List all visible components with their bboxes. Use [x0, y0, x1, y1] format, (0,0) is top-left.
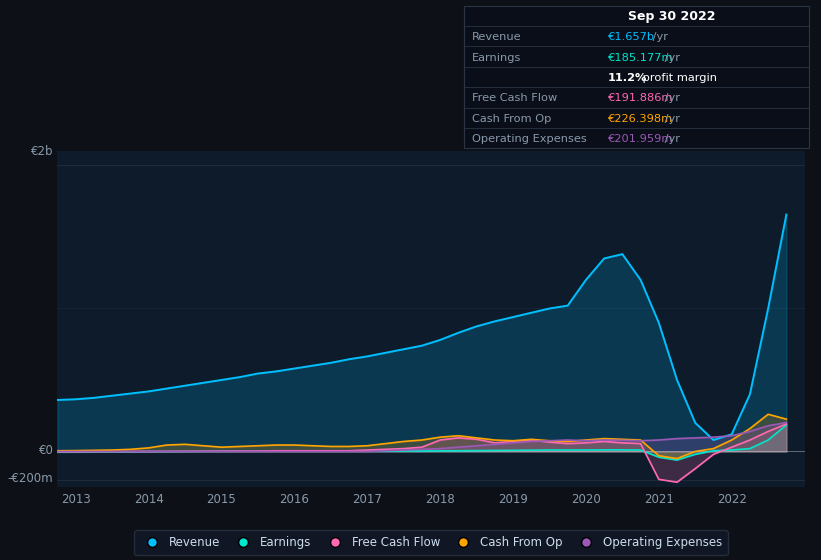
Text: Operating Expenses: Operating Expenses [472, 134, 587, 144]
Text: €226.398m: €226.398m [608, 114, 672, 124]
Legend: Revenue, Earnings, Free Cash Flow, Cash From Op, Operating Expenses: Revenue, Earnings, Free Cash Flow, Cash … [135, 530, 727, 555]
Text: 11.2%: 11.2% [608, 73, 647, 83]
Text: Earnings: Earnings [472, 53, 521, 63]
Text: /yr: /yr [661, 134, 680, 144]
Text: Sep 30 2022: Sep 30 2022 [628, 10, 716, 24]
Text: /yr: /yr [661, 53, 680, 63]
Text: €1.657b: €1.657b [608, 32, 654, 42]
Text: -€200m: -€200m [7, 472, 53, 486]
Text: Revenue: Revenue [472, 32, 521, 42]
Text: €0: €0 [39, 444, 53, 458]
Text: /yr: /yr [661, 114, 680, 124]
Text: €201.959m: €201.959m [608, 134, 673, 144]
Text: €191.886m: €191.886m [608, 94, 673, 104]
Text: Cash From Op: Cash From Op [472, 114, 552, 124]
Text: €185.177m: €185.177m [608, 53, 673, 63]
Text: €2b: €2b [31, 144, 53, 158]
Text: /yr: /yr [649, 32, 668, 42]
Text: /yr: /yr [661, 94, 680, 104]
Text: Free Cash Flow: Free Cash Flow [472, 94, 557, 104]
Text: profit margin: profit margin [639, 73, 717, 83]
